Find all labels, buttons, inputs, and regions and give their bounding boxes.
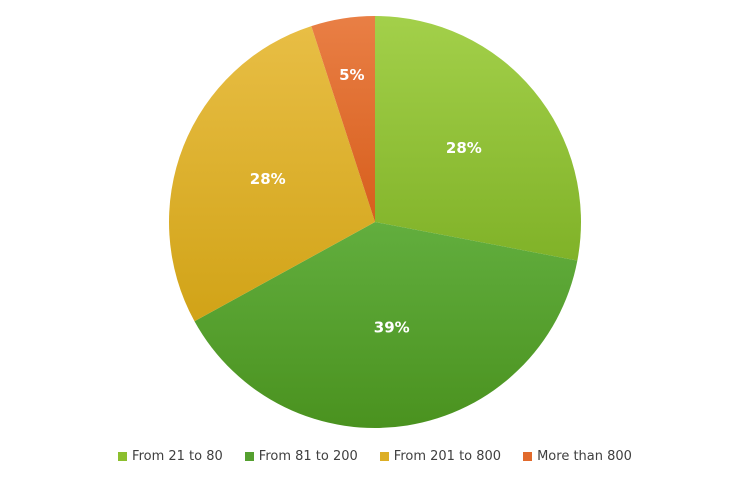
legend: From 21 to 80 From 81 to 200 From 201 to… bbox=[0, 449, 750, 464]
pie-slice-from-201-to-800 bbox=[168, 26, 375, 322]
pie-slice-more-than-800 bbox=[311, 16, 375, 222]
legend-label: From 21 to 80 bbox=[132, 449, 223, 464]
legend-swatch bbox=[118, 452, 128, 461]
pie-slice-from-21-to-80 bbox=[375, 16, 581, 261]
legend-swatch bbox=[244, 452, 254, 461]
legend-item-more-than-800: More than 800 bbox=[523, 449, 632, 464]
legend-item-from-201-to-800: From 201 to 800 bbox=[379, 449, 502, 464]
legend-item-from-81-to-200: From 81 to 200 bbox=[244, 449, 358, 464]
legend-item-from-21-to-80: From 21 to 80 bbox=[118, 449, 223, 464]
pie-slice-from-81-to-200 bbox=[194, 222, 578, 429]
data-label-from-201-to-800: 28% bbox=[250, 170, 286, 188]
legend-label: From 81 to 200 bbox=[258, 449, 358, 464]
data-label-from-21-to-80: 28% bbox=[446, 139, 482, 157]
legend-swatch bbox=[523, 452, 533, 461]
legend-label: More than 800 bbox=[537, 449, 632, 464]
legend-swatch bbox=[379, 452, 389, 461]
data-label-from-81-to-200: 39% bbox=[374, 318, 410, 336]
data-label-more-than-800: 5% bbox=[339, 66, 364, 84]
pie-chart-plot: 28% 39% 28% 5% bbox=[168, 16, 581, 429]
legend-label: From 201 to 800 bbox=[393, 449, 502, 464]
